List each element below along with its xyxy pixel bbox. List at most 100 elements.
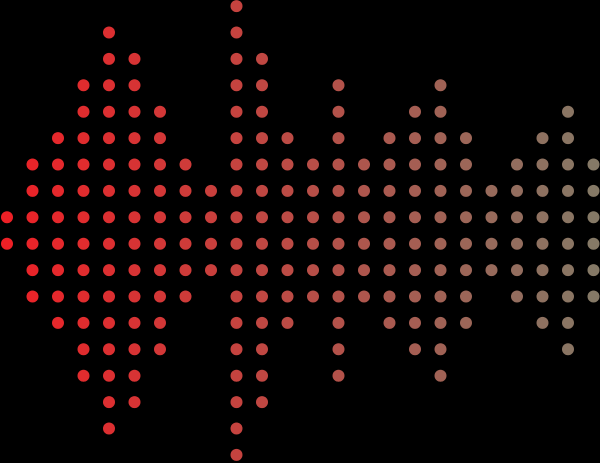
dot	[460, 264, 472, 277]
dot	[256, 52, 268, 65]
dot	[562, 211, 574, 224]
dot	[103, 422, 115, 435]
dot	[383, 211, 396, 224]
dot	[511, 158, 523, 171]
dot	[562, 264, 574, 277]
dot	[536, 158, 549, 171]
dot	[103, 132, 115, 145]
dot	[587, 184, 600, 197]
dot	[128, 158, 141, 171]
dot	[562, 343, 574, 356]
dot	[409, 184, 421, 197]
dot	[460, 237, 472, 250]
dot	[485, 264, 498, 277]
dot	[358, 158, 370, 171]
dot	[154, 343, 166, 356]
dot	[128, 105, 141, 118]
dot	[358, 264, 370, 277]
dot	[77, 237, 90, 250]
dot	[128, 79, 141, 92]
dot	[26, 158, 39, 171]
dot	[256, 132, 268, 145]
dot	[562, 316, 574, 329]
dot	[332, 290, 345, 303]
dot	[52, 264, 64, 277]
dot	[383, 316, 396, 329]
dot	[230, 264, 243, 277]
dot	[103, 105, 115, 118]
dot	[434, 237, 447, 250]
dot	[562, 105, 574, 118]
dot	[587, 237, 600, 250]
dot	[256, 105, 268, 118]
dot	[77, 158, 90, 171]
dot	[256, 343, 268, 356]
dot	[383, 237, 396, 250]
dot	[128, 290, 141, 303]
dot	[154, 211, 166, 224]
dot	[460, 211, 472, 224]
dot	[536, 316, 549, 329]
dot	[332, 105, 345, 118]
dot	[154, 132, 166, 145]
dot	[409, 211, 421, 224]
dot	[154, 316, 166, 329]
dot	[154, 105, 166, 118]
dot	[230, 211, 243, 224]
dot	[536, 132, 549, 145]
dot	[281, 184, 294, 197]
dot	[434, 264, 447, 277]
dot	[562, 237, 574, 250]
dot	[562, 132, 574, 145]
dot	[256, 264, 268, 277]
dot	[485, 237, 498, 250]
dot	[26, 264, 39, 277]
dot	[307, 264, 319, 277]
dot	[281, 316, 294, 329]
dot	[205, 211, 217, 224]
dot	[434, 79, 447, 92]
dot	[77, 343, 90, 356]
dot	[281, 158, 294, 171]
dot	[230, 396, 243, 409]
dot	[205, 264, 217, 277]
dot	[307, 290, 319, 303]
dot	[154, 158, 166, 171]
dot	[103, 396, 115, 409]
dot	[128, 264, 141, 277]
dot	[460, 316, 472, 329]
dot	[77, 369, 90, 382]
dot	[230, 184, 243, 197]
dot	[128, 184, 141, 197]
dot	[26, 211, 39, 224]
dot	[511, 264, 523, 277]
dot	[52, 184, 64, 197]
dot	[358, 290, 370, 303]
dot	[409, 264, 421, 277]
dot	[230, 290, 243, 303]
dot	[434, 290, 447, 303]
dot	[434, 369, 447, 382]
dot	[460, 184, 472, 197]
dot	[179, 211, 192, 224]
dot	[409, 158, 421, 171]
dot	[230, 26, 243, 39]
dot	[587, 290, 600, 303]
dot	[103, 369, 115, 382]
dot	[103, 158, 115, 171]
dot	[128, 52, 141, 65]
dot	[587, 264, 600, 277]
dot	[103, 343, 115, 356]
dot	[179, 184, 192, 197]
dot	[256, 290, 268, 303]
dot	[587, 211, 600, 224]
dot	[230, 0, 243, 13]
dot	[536, 184, 549, 197]
dot	[128, 343, 141, 356]
dot	[307, 158, 319, 171]
dot	[128, 396, 141, 409]
dot	[383, 184, 396, 197]
dot	[562, 158, 574, 171]
dot	[409, 237, 421, 250]
